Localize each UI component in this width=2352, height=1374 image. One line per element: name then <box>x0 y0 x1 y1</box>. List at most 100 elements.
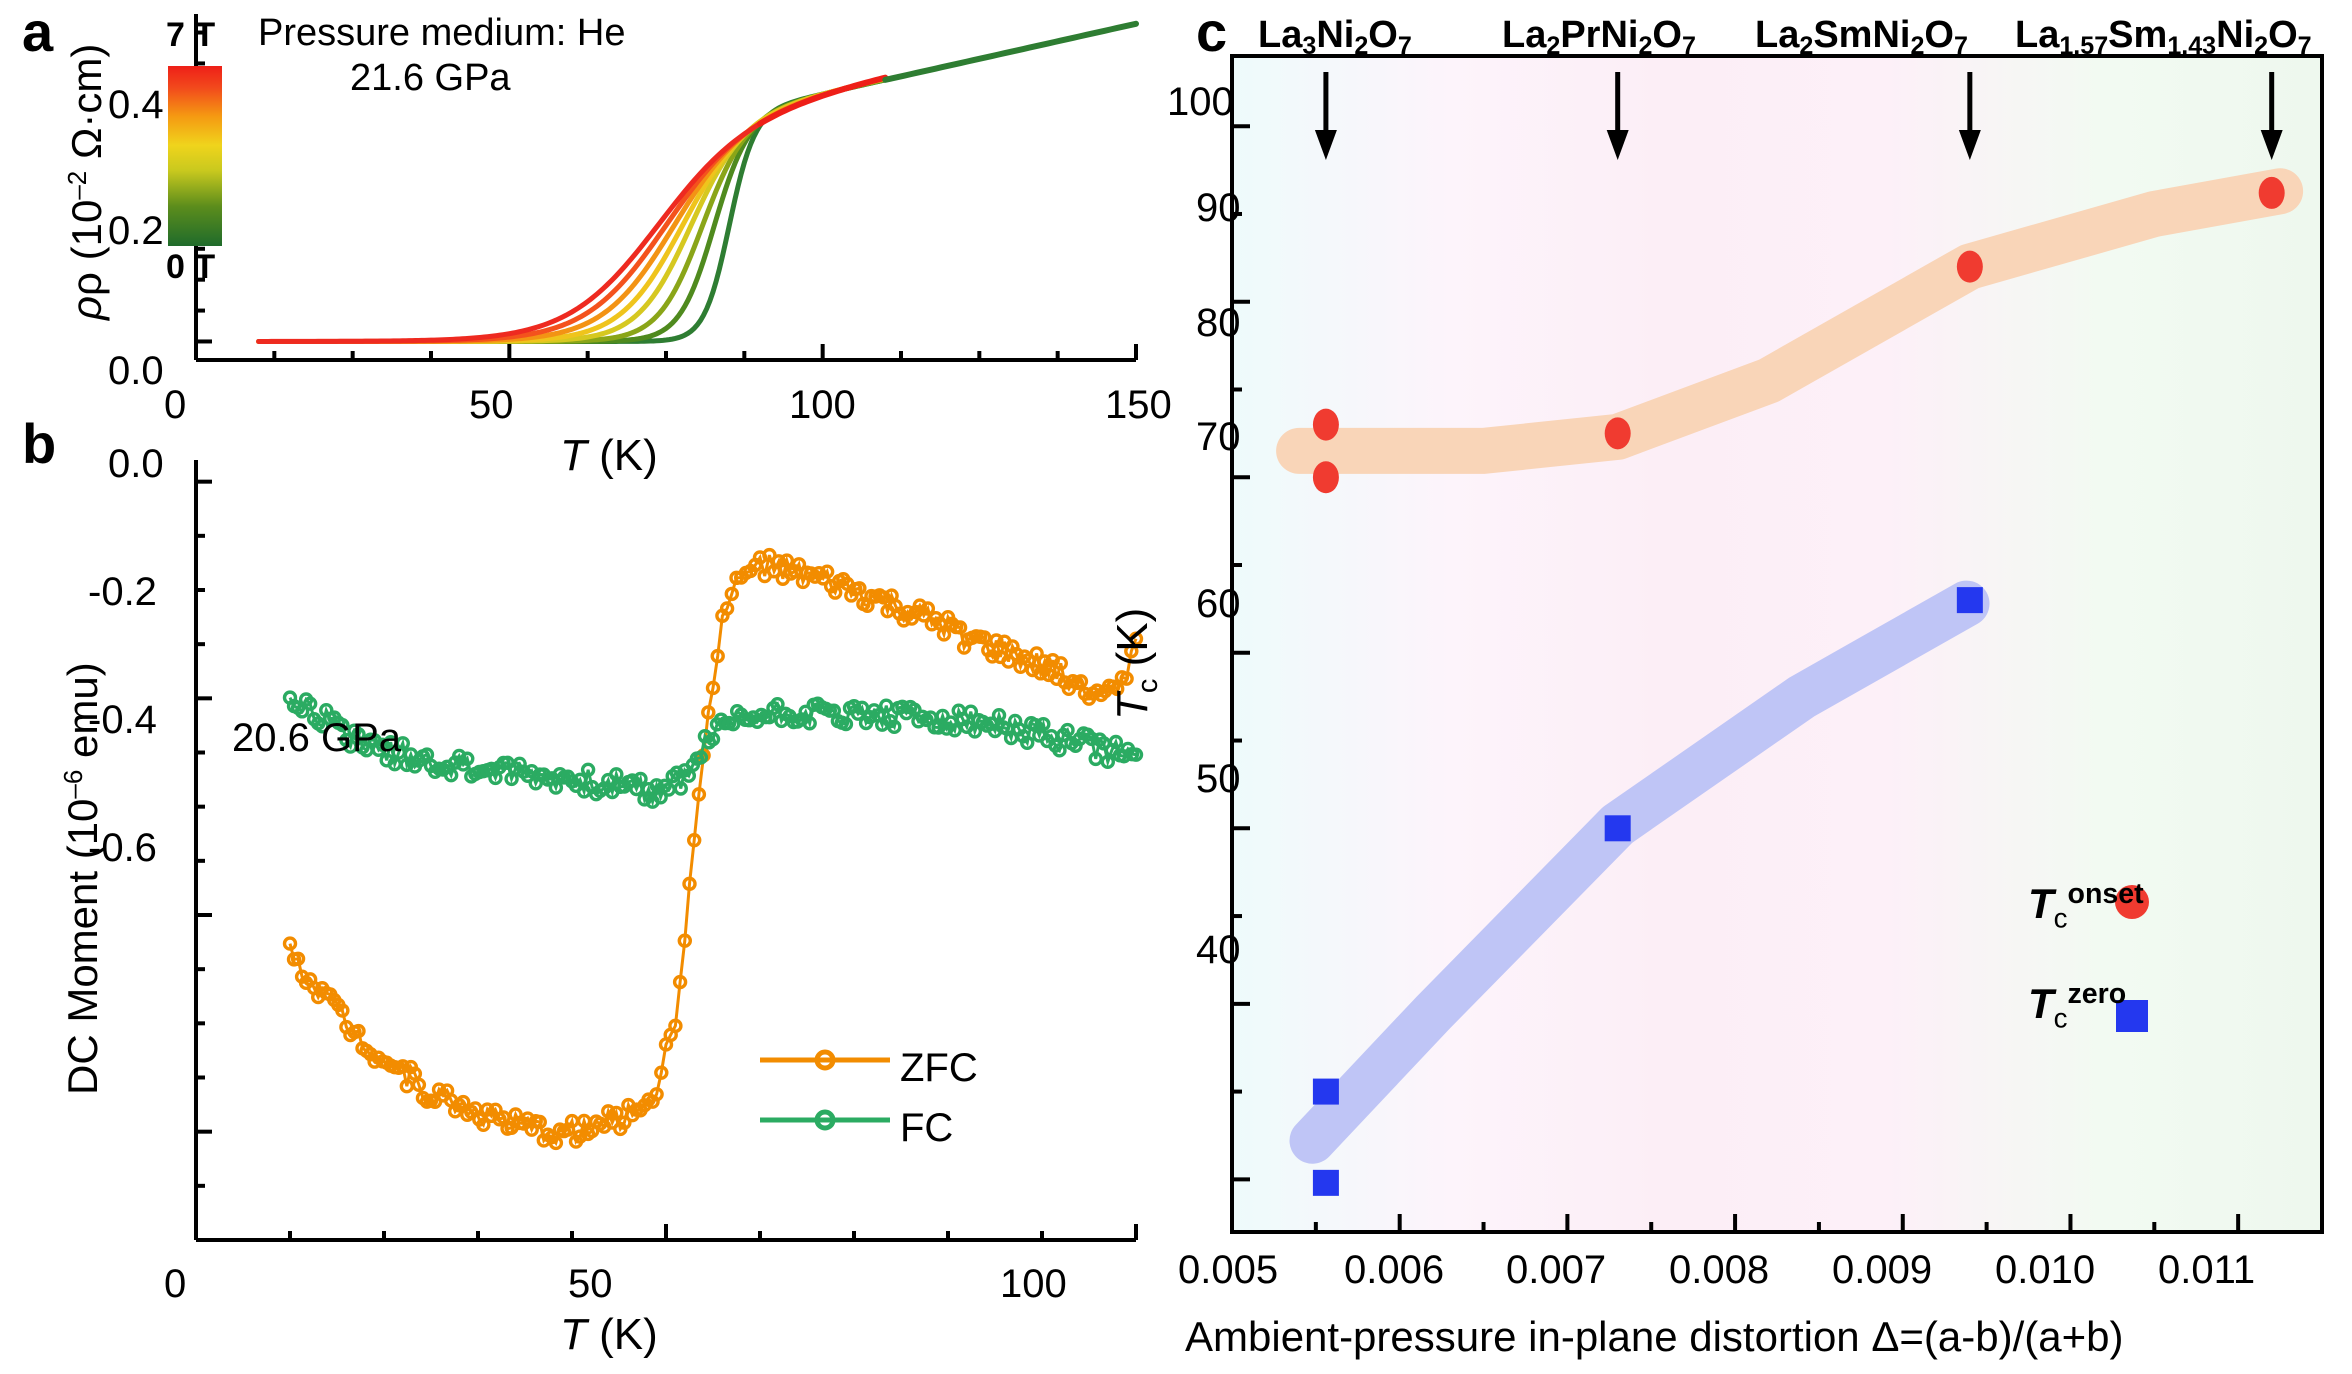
panel-b-xtick-2: 100 <box>1000 1262 1067 1306</box>
panel-c-ylabel-unit: (K) <box>1108 607 1157 679</box>
formula-text: PrNi <box>1560 14 1639 56</box>
formula-subscript: 2 <box>1546 32 1561 61</box>
formula-text: La <box>1502 14 1547 56</box>
panel-c-legend-label-zero: Tczero <box>2028 978 2126 1034</box>
panel-a-xlabel: T (K) <box>560 431 658 481</box>
panel-c-compound-label-1: La2PrNi2O7 <box>1502 14 1696 61</box>
panel-c-xtick-1: 0.006 <box>1344 1248 1445 1292</box>
panel-b-ytick-0: 0.0 <box>108 442 164 486</box>
panel-c-ytick-90: 90 <box>1196 186 1241 230</box>
formula-text: O <box>2268 14 2298 56</box>
panel-b-ylabel-suffix: emu) <box>59 662 106 770</box>
panel-c-compound-label-0: La3Ni2O7 <box>1258 14 1412 61</box>
formula-text: Sm <box>2108 14 2168 56</box>
panel-a-ytick-1: 0.2 <box>108 209 164 253</box>
panel-b-xtick-1: 50 <box>568 1262 613 1306</box>
formula-subscript: 2 <box>2254 32 2269 61</box>
formula-subscript: 7 <box>1397 32 1412 61</box>
panel-a-ylabel-prefix: ρ (10 <box>63 199 110 296</box>
formula-text: SmNi <box>1813 14 1911 56</box>
panel-c-xtick-3: 0.008 <box>1669 1248 1770 1292</box>
panel-a-ytick-2: 0.4 <box>108 83 164 127</box>
formula-text: O <box>1652 14 1682 56</box>
panel-c-legend-label-onset: Tconset <box>2028 878 2144 934</box>
legend-symbol-T: T <box>2028 880 2054 927</box>
panel-a-plot <box>168 14 1139 362</box>
panel-c-ytick-60: 60 <box>1196 582 1241 626</box>
panel-b-ylabel: DC Moment (10–6 emu) <box>58 662 107 1095</box>
panel-b-xlabel-unit: (K) <box>586 1310 658 1359</box>
formula-subscript: 2 <box>1799 32 1814 61</box>
panel-c-ytick-70: 70 <box>1196 415 1241 459</box>
panel-c-xtick-6: 0.011 <box>2158 1248 2256 1292</box>
formula-text: La <box>1755 14 1800 56</box>
panel-a-xlabel-unit: (K) <box>586 431 658 480</box>
panel-a-annotation-pressure: 21.6 GPa <box>350 57 511 99</box>
panel-a-xlabel-T: T <box>560 431 587 480</box>
panel-a-xtick-1: 50 <box>469 383 514 427</box>
formula-subscript: 2 <box>1638 32 1653 61</box>
panel-b-legend-label-zfc: ZFC <box>900 1046 978 1090</box>
panel-a-letter: a <box>22 0 54 63</box>
legend-symbol-sup: onset <box>2067 878 2144 910</box>
formula-subscript: 1.57 <box>2059 32 2109 61</box>
panel-c-compound-label-2: La2SmNi2O7 <box>1755 14 1968 61</box>
panel-a-colorbar-top-label: 7 T <box>166 16 216 54</box>
panel-b-legend-label-fc: FC <box>900 1106 954 1150</box>
panel-b-plot <box>194 460 1144 1242</box>
panel-c-xlabel: Ambient-pressure in-plane distortion Δ=(… <box>1185 1313 2124 1360</box>
panel-a-annotation-medium: Pressure medium: He <box>258 12 626 54</box>
panel-b-ylabel-prefix: DC Moment (10 <box>59 798 106 1095</box>
formula-text: O <box>1924 14 1954 56</box>
panel-c-xtick-4: 0.009 <box>1832 1248 1933 1292</box>
panel-a-colorbar-bottom-label: 0 T <box>166 248 216 286</box>
panel-c-letter: c <box>1196 0 1228 63</box>
panel-c-ytick-100: 100 <box>1167 80 1234 124</box>
formula-text: Ni <box>1316 14 1355 56</box>
formula-subscript: 1.43 <box>2167 32 2217 61</box>
panel-b-ytick-1: -0.2 <box>88 570 157 614</box>
panel-a-ylabel: ρρ (10–2 Ω·cm) <box>62 44 111 320</box>
formula-subscript: 7 <box>1953 32 1968 61</box>
formula-subscript: 7 <box>1681 32 1696 61</box>
panel-c-compound-label-3: La1.57Sm1.43Ni2O7 <box>2015 14 2312 61</box>
panel-a-xtick-2: 100 <box>789 383 856 427</box>
panel-a-ylabel-suffix: Ω·cm) <box>63 43 110 171</box>
panel-c-ylabel: Tc (K) <box>1108 608 1165 720</box>
formula-text: O <box>1368 14 1398 56</box>
panel-b-ylabel-exp: –6 <box>58 769 88 799</box>
panel-a-ytick-0: 0.0 <box>108 349 164 393</box>
panel-b-ytick-2: -0.4 <box>88 698 157 742</box>
legend-symbol-sub: c <box>2053 1002 2068 1034</box>
panel-c-ytick-50: 50 <box>1196 757 1241 801</box>
panel-b-xtick-0: 0 <box>164 1262 187 1306</box>
legend-symbol-sup: zero <box>2067 978 2127 1010</box>
panel-a-xtick-0: 0 <box>164 383 187 427</box>
panel-c-xtick-5: 0.010 <box>1995 1248 2096 1292</box>
panel-c-ylabel-sub: c <box>1131 678 1164 694</box>
panel-c-xtick-0: 0.005 <box>1178 1248 1279 1292</box>
panel-a-ylabel-rho: ρ <box>63 295 110 320</box>
formula-subscript: 7 <box>2297 32 2312 61</box>
panel-c-xtick-2: 0.007 <box>1506 1248 1607 1292</box>
panel-c-plot <box>1230 54 2324 1234</box>
formula-text: Ni <box>2216 14 2255 56</box>
legend-symbol-sub: c <box>2053 902 2068 934</box>
formula-subscript: 2 <box>1910 32 1925 61</box>
panel-b-xlabel: T (K) <box>560 1310 658 1360</box>
formula-subscript: 3 <box>1302 32 1317 61</box>
panel-c-ytick-80: 80 <box>1196 301 1241 345</box>
panel-b-annotation-pressure: 20.6 GPa <box>232 716 402 760</box>
panel-b-letter: b <box>22 412 57 475</box>
formula-text: La <box>2015 14 2060 56</box>
panel-c-ytick-40: 40 <box>1196 928 1241 972</box>
panel-b-ytick-3: -0.6 <box>88 826 157 870</box>
formula-subscript: 2 <box>1354 32 1369 61</box>
legend-symbol-T: T <box>2028 980 2054 1027</box>
panel-a-xtick-3: 150 <box>1105 383 1172 427</box>
panel-b-xlabel-T: T <box>560 1310 587 1359</box>
formula-text: La <box>1258 14 1303 56</box>
panel-c-ylabel-T: T <box>1108 693 1157 720</box>
panel-a-ylabel-exp: –2 <box>62 170 92 200</box>
